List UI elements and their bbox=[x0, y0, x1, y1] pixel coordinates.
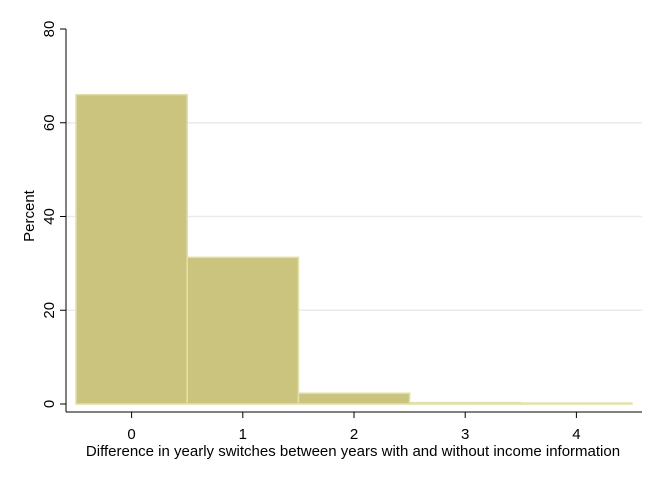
bar-3 bbox=[408, 401, 522, 405]
y-tick-label-60: 60 bbox=[41, 114, 58, 131]
bar-4 bbox=[520, 402, 633, 405]
x-axis-title: Difference in yearly switches between ye… bbox=[86, 443, 620, 460]
y-axis-title: Percent bbox=[21, 189, 38, 242]
x-tick-label-4: 4 bbox=[572, 426, 580, 443]
y-tick-label-80: 80 bbox=[41, 21, 58, 38]
y-tick-label-0: 0 bbox=[41, 400, 58, 408]
x-tick-label-1: 1 bbox=[239, 426, 247, 443]
x-axis-ticks: 0 1 2 3 4 bbox=[127, 412, 581, 443]
y-axis-ticks: 0 20 40 60 80 bbox=[41, 21, 66, 408]
bar-0 bbox=[75, 93, 188, 405]
bar-2 bbox=[297, 392, 411, 405]
bars bbox=[75, 93, 633, 405]
y-tick-label-40: 40 bbox=[41, 208, 58, 225]
x-tick-label-0: 0 bbox=[127, 426, 135, 443]
bar-1 bbox=[186, 256, 300, 405]
x-tick-label-3: 3 bbox=[461, 426, 469, 443]
y-tick-label-20: 20 bbox=[41, 302, 58, 319]
x-tick-label-2: 2 bbox=[350, 426, 358, 443]
